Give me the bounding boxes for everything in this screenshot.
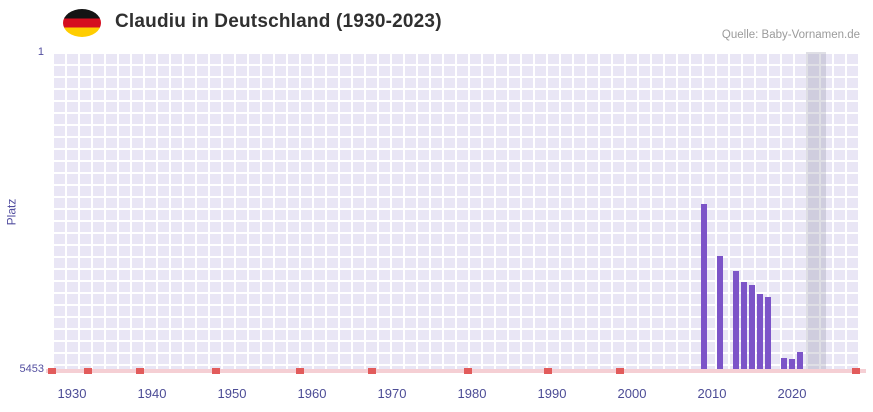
x-tick-1990: 1990 bbox=[537, 386, 567, 401]
x-tick-1980: 1980 bbox=[457, 386, 487, 401]
rank-bar-2014[interactable] bbox=[741, 282, 747, 370]
no-data-marker bbox=[296, 368, 304, 374]
chart-title: Claudiu in Deutschland (1930-2023) bbox=[115, 11, 442, 32]
rank-bar-2013[interactable] bbox=[733, 270, 739, 370]
x-tick-1930: 1930 bbox=[57, 386, 87, 401]
x-tick-2010: 2010 bbox=[697, 386, 727, 401]
no-data-marker bbox=[212, 368, 220, 374]
y-tick-top: 1 bbox=[37, 46, 44, 58]
x-tick-1950: 1950 bbox=[217, 386, 247, 401]
no-data-marker bbox=[544, 368, 552, 374]
rank-bar-2020[interactable] bbox=[789, 359, 795, 370]
x-axis-line bbox=[46, 369, 866, 373]
rank-bar-2009[interactable] bbox=[701, 203, 707, 370]
rank-bar-2019[interactable] bbox=[781, 358, 787, 370]
no-data-marker bbox=[48, 368, 56, 374]
no-data-marker bbox=[136, 368, 144, 374]
no-data-marker bbox=[464, 368, 472, 374]
source-label: Quelle: Baby-Vornamen.de bbox=[721, 29, 860, 41]
rank-bar-2017[interactable] bbox=[765, 296, 771, 370]
germany-flag-icon bbox=[63, 9, 101, 37]
x-tick-2000: 2000 bbox=[617, 386, 647, 401]
x-tick-2020: 2020 bbox=[777, 386, 807, 401]
no-data-marker bbox=[368, 368, 376, 374]
x-tick-1960: 1960 bbox=[297, 386, 327, 401]
rank-bar-2016[interactable] bbox=[757, 294, 763, 370]
no-data-marker bbox=[84, 368, 92, 374]
no-data-marker bbox=[616, 368, 624, 374]
rank-bar-2015[interactable] bbox=[749, 285, 755, 370]
y-tick-bottom: 5453 bbox=[19, 363, 44, 375]
no-data-marker bbox=[852, 368, 860, 374]
x-tick-1970: 1970 bbox=[377, 386, 407, 401]
rank-bar-2021[interactable] bbox=[797, 352, 803, 370]
y-axis-label: Platz bbox=[4, 198, 19, 226]
x-tick-1940: 1940 bbox=[137, 386, 167, 401]
plot-area bbox=[52, 52, 860, 370]
current-year-highlight-band bbox=[806, 52, 827, 370]
rank-bar-2011[interactable] bbox=[717, 256, 723, 370]
